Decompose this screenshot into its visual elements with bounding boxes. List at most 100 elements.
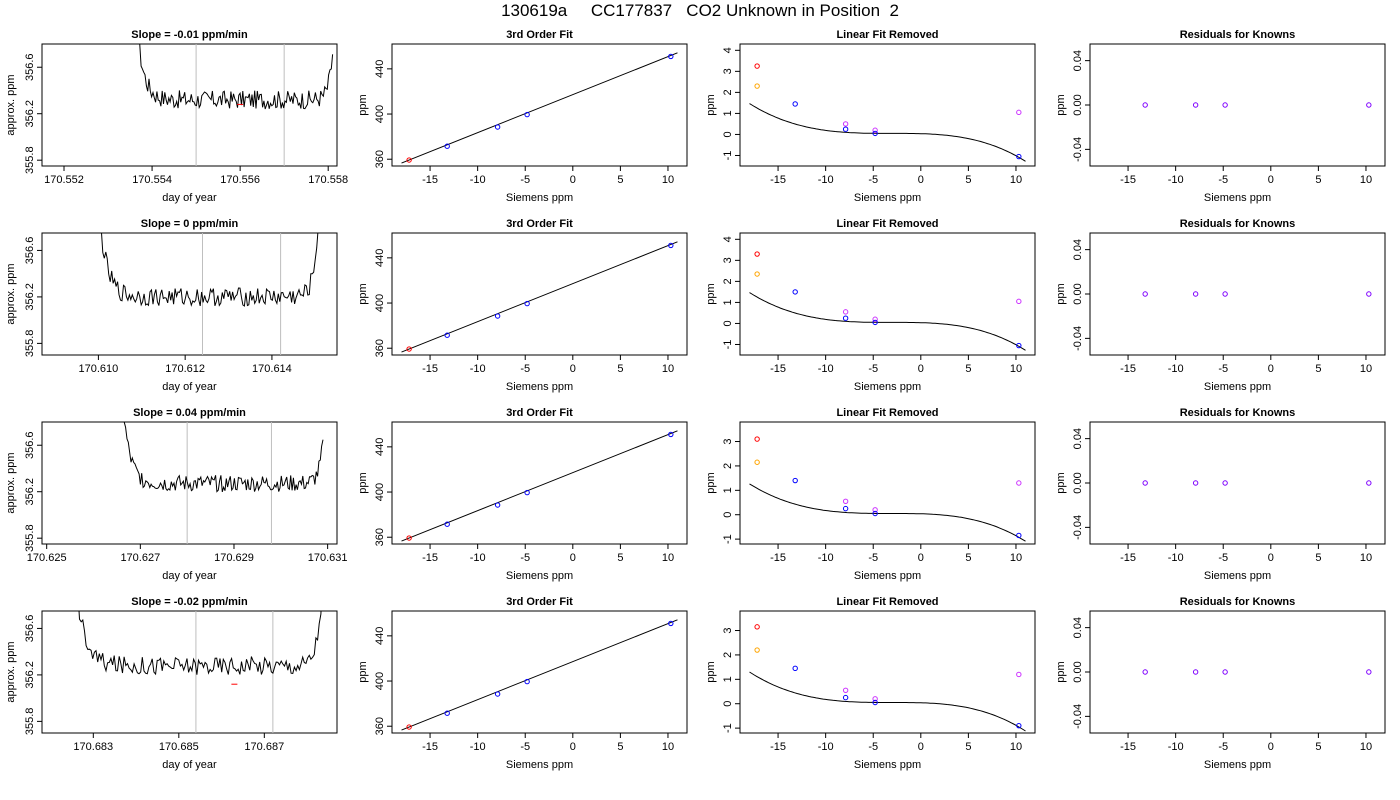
fit-line xyxy=(401,241,678,353)
panel-title: 3rd Order Fit xyxy=(506,218,573,230)
y-axis-label: ppm xyxy=(1055,661,1067,682)
x-axis-label: Siemens ppm xyxy=(1204,381,1271,393)
y-tick-label: 355.8 xyxy=(24,146,36,174)
panel-trace-1: Slope = -0.01 ppm/min 170.552 170.554 170.5… xyxy=(5,29,348,204)
plot-frame xyxy=(391,43,688,167)
y-tick-label: 4 xyxy=(722,47,734,53)
y-tick-label: 4 xyxy=(722,236,734,242)
page-title: 130619a CC177837 CO2 Unknown in Position… xyxy=(501,1,899,20)
x-tick-label: -10 xyxy=(818,552,834,564)
y-tick-label: 356.6 xyxy=(24,431,36,459)
y-tick-label: 0.00 xyxy=(1072,472,1084,493)
data-point xyxy=(444,521,450,527)
data-point xyxy=(792,665,798,672)
x-tick-label: 5 xyxy=(617,174,623,186)
x-tick-label: -5 xyxy=(520,174,530,186)
data-point xyxy=(524,111,530,118)
x-tick-label: 10 xyxy=(1010,741,1022,753)
x-axis-label: day of year xyxy=(162,759,217,771)
data-point xyxy=(1192,669,1199,675)
y-tick-label: 1 xyxy=(722,110,734,116)
y-axis-label: ppm xyxy=(357,472,369,493)
data-point xyxy=(406,346,412,352)
x-tick-label: -5 xyxy=(1218,552,1228,564)
data-point xyxy=(524,678,530,685)
fit-curve xyxy=(749,103,1026,162)
x-tick-label: -10 xyxy=(1168,174,1184,186)
x-tick-label: 10 xyxy=(1010,363,1022,375)
x-tick-label: 0 xyxy=(570,363,576,375)
x-tick-label: -5 xyxy=(1218,174,1228,186)
x-tick-label: -10 xyxy=(1168,363,1184,375)
plot-frame xyxy=(41,232,338,356)
y-tick-label: 0.00 xyxy=(1072,661,1084,682)
plot-frame xyxy=(391,610,688,734)
x-tick-label: 0 xyxy=(1268,552,1274,564)
y-tick-label: 440 xyxy=(374,249,386,267)
panel-title: Residuals for Knowns xyxy=(1180,407,1296,419)
data-point xyxy=(444,143,450,149)
x-tick-label: -5 xyxy=(868,174,878,186)
data-point xyxy=(872,507,878,513)
panel-fit-1: 3rd Order Fit -15 -10 -5 0 5 10 360 400 440 Siemen… xyxy=(357,29,688,204)
y-tick-label: 2 xyxy=(722,278,734,284)
data-point xyxy=(754,83,760,89)
x-tick-label: -10 xyxy=(818,174,834,186)
x-tick-label: -15 xyxy=(422,174,438,186)
trace-line xyxy=(123,422,324,493)
y-tick-label: 440 xyxy=(374,627,386,645)
data-point xyxy=(754,63,760,69)
panel-title: 3rd Order Fit xyxy=(506,596,573,608)
fit-curve xyxy=(749,671,1026,732)
y-axis-label: ppm xyxy=(1055,94,1067,115)
y-tick-label: -0.04 xyxy=(1072,326,1084,351)
data-point xyxy=(842,309,849,315)
x-tick-label: 170.552 xyxy=(44,174,84,186)
y-tick-label: 400 xyxy=(374,105,386,123)
fit-line xyxy=(401,430,678,542)
data-point xyxy=(524,489,530,496)
panel-title: Linear Fit Removed xyxy=(836,407,938,419)
y-axis-label: ppm xyxy=(357,283,369,304)
x-tick-label: 170.610 xyxy=(79,363,119,375)
y-tick-label: 356.2 xyxy=(24,478,36,506)
x-axis-label: Siemens ppm xyxy=(854,759,921,771)
y-tick-label: 356.6 xyxy=(24,615,36,643)
data-point xyxy=(842,498,849,504)
panel-linear_removed-3: Linear Fit Removed-15 -10 -5 0 5 10-10123Siem… xyxy=(705,407,1036,582)
data-point xyxy=(1016,480,1022,486)
x-axis-label: Siemens ppm xyxy=(1204,192,1271,204)
plot-frame xyxy=(1089,421,1386,545)
y-tick-label: 400 xyxy=(374,483,386,501)
data-point xyxy=(406,157,412,163)
data-layer xyxy=(1142,480,1372,486)
x-tick-label: -15 xyxy=(770,552,786,564)
data-point xyxy=(792,289,798,295)
data-point xyxy=(444,710,450,716)
y-tick-label: 1 xyxy=(722,676,734,682)
data-point xyxy=(1366,291,1372,297)
plot-frame xyxy=(41,43,338,167)
data-point xyxy=(754,251,760,257)
data-point xyxy=(754,647,760,653)
data-layer xyxy=(749,624,1026,732)
y-tick-label: 356.2 xyxy=(24,661,36,689)
x-tick-label: 170.556 xyxy=(220,174,260,186)
panel-trace-4: Slope = -0.02 ppm/min 170.683 170.685 170.6… xyxy=(5,596,338,771)
plot-frame xyxy=(1089,610,1386,734)
y-axis-label: ppm xyxy=(1055,283,1067,304)
y-tick-label: 0 xyxy=(722,512,734,518)
x-tick-label: -15 xyxy=(422,363,438,375)
data-point xyxy=(792,101,798,107)
x-tick-label: 170.627 xyxy=(120,552,160,564)
x-tick-label: 0 xyxy=(570,552,576,564)
y-tick-label: 3 xyxy=(722,257,734,263)
y-tick-label: 0 xyxy=(722,701,734,707)
data-point xyxy=(754,459,760,465)
x-tick-label: -15 xyxy=(770,741,786,753)
y-axis-label: ppm xyxy=(357,661,369,682)
data-point xyxy=(754,436,760,442)
y-tick-label: -0.04 xyxy=(1072,137,1084,162)
data-point xyxy=(754,271,760,277)
data-point xyxy=(1016,153,1022,160)
